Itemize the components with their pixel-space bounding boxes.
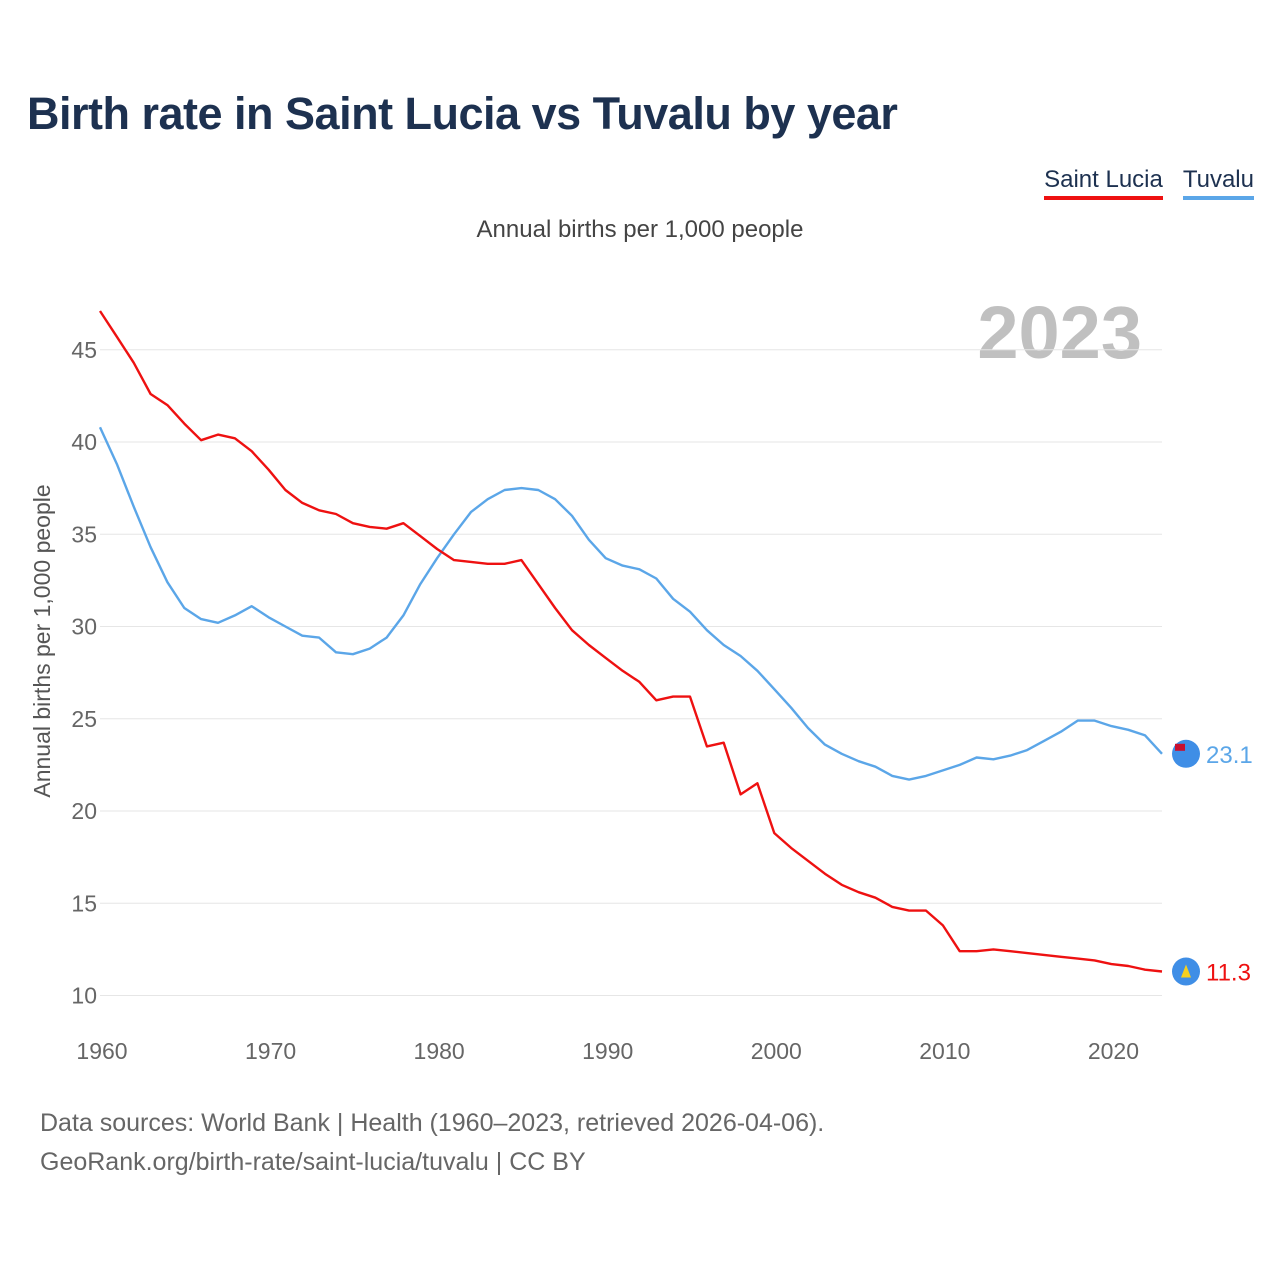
y-tick-label-15: 15 [71, 890, 97, 916]
x-tick-label-1970: 1970 [245, 1038, 296, 1064]
x-tick-label-2010: 2010 [919, 1038, 970, 1064]
legend-item-saint-lucia[interactable]: Saint Lucia [1044, 166, 1163, 200]
y-tick-label-10: 10 [71, 983, 97, 1009]
chart-title: Birth rate in Saint Lucia vs Tuvalu by y… [27, 88, 898, 139]
y-tick-label-30: 30 [71, 614, 97, 640]
y-tick-label-20: 20 [71, 798, 97, 824]
credit-link[interactable]: GeoRank.org/birth-rate/saint-lucia/tuval… [40, 1148, 586, 1176]
end-value-label-tuvalu: 23.1 [1206, 742, 1253, 769]
y-tick-label-40: 40 [71, 429, 97, 455]
chart-subtitle: Annual births per 1,000 people [476, 216, 804, 243]
y-tick-label-25: 25 [71, 706, 97, 732]
x-tick-label-2020: 2020 [1088, 1038, 1139, 1064]
y-tick-label-45: 45 [71, 337, 97, 363]
y-axis-label: Annual births per 1,000 people [29, 484, 55, 797]
legend: Saint Lucia Tuvalu [1044, 166, 1254, 200]
flag-emblem-tuvalu [1175, 743, 1185, 751]
series-line-tuvalu [98, 426, 1163, 781]
data-source-note: Data sources: World Bank | Health (1960–… [40, 1109, 825, 1137]
x-tick-label-1960: 1960 [76, 1038, 127, 1064]
end-value-label-saint-lucia: 11.3 [1206, 960, 1251, 987]
x-tick-label-1980: 1980 [414, 1038, 465, 1064]
flag-emblem-saint-lucia [1181, 964, 1191, 978]
series-line-saint-lucia [98, 310, 1163, 973]
footer: Data sources: World Bank | Health (1960–… [40, 1104, 824, 1182]
x-tick-label-2000: 2000 [751, 1038, 802, 1064]
year-watermark: 2023 [977, 291, 1142, 374]
x-tick-label-1990: 1990 [582, 1038, 633, 1064]
legend-item-tuvalu[interactable]: Tuvalu [1182, 166, 1254, 200]
y-tick-label-35: 35 [71, 521, 97, 547]
